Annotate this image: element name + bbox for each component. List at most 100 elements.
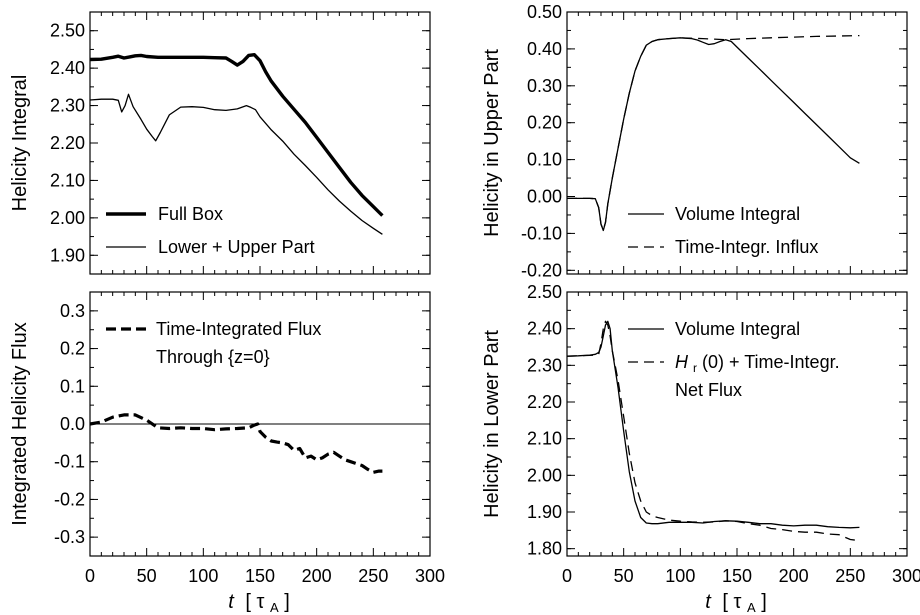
x-tick-label: 200: [302, 566, 332, 586]
x-axis-sub: A: [747, 600, 756, 615]
y-tick-label: 2.40: [50, 58, 85, 78]
panel-helicity-integral: 1.90 2.00 2.10 2.20 2.30 2.40 2.50 Helicity In…: [9, 11, 431, 275]
ticks-group: [566, 11, 908, 274]
legend-label-full-box: Full Box: [158, 204, 223, 224]
x-tick-labels: 0 50 100 150 200 250 300: [85, 566, 445, 586]
legend: Volume Integral Time-Integr. Influx: [628, 204, 818, 257]
series-line-lower-upper-part: [89, 93, 383, 235]
y-tick-label: 0.30: [527, 76, 562, 96]
y-tick-label: 1.90: [50, 245, 85, 265]
x-tick-label: 250: [835, 566, 865, 586]
series-line-volume-integral: [567, 37, 860, 232]
plot-frame: [89, 11, 431, 275]
legend-label-flux-line2: Through {z=0}: [156, 347, 270, 367]
x-tick-label: 300: [892, 566, 920, 586]
y-tick-labels: -0.3 -0.2 -0.1 0.0 0.1 0.2 0.3: [54, 301, 85, 547]
x-axis-tau: τ: [256, 591, 264, 613]
legend-label-volume-integral: Volume Integral: [675, 319, 800, 339]
x-axis-var: t: [705, 591, 712, 613]
y-tick-label: -0.2: [54, 489, 85, 509]
y-tick-labels: 1.90 2.00 2.10 2.20 2.30 2.40 2.50: [50, 21, 85, 266]
legend: Volume Integral H r (0) + Time-Integr. N…: [628, 319, 840, 400]
x-tick-label: 300: [415, 566, 445, 586]
x-tick-labels: 0 50 100 150 200 250 300: [562, 566, 920, 586]
series-lines: [89, 53, 384, 235]
series-lines: [566, 320, 860, 542]
legend-label-lower-upper: Lower + Upper Part: [158, 237, 315, 257]
y-tick-label: 1.90: [527, 502, 562, 522]
y-tick-labels: 1.80 1.90 2.00 2.10 2.20 2.30 2.40 2.50: [527, 282, 562, 559]
legend-h-subscript: r: [693, 361, 697, 375]
legend: Time-Integrated Flux Through {z=0}: [106, 319, 321, 367]
y-tick-label: 2.20: [527, 392, 562, 412]
y-tick-label: -0.20: [521, 260, 562, 280]
y-tick-label: -0.10: [521, 223, 562, 243]
legend-h-rest: (0) + Time-Integr.: [702, 352, 840, 372]
y-axis-label: Integrated Helicity Flux: [9, 322, 31, 525]
series-line-hr-0-time-integr-net-flux: [566, 320, 860, 542]
y-tick-label: 2.40: [527, 319, 562, 339]
x-axis-open-bracket: [: [245, 591, 251, 613]
x-axis-tau: τ: [733, 591, 741, 613]
y-tick-label: 2.30: [50, 96, 85, 116]
y-tick-label: 0.1: [60, 376, 85, 396]
y-tick-label: 0.40: [527, 39, 562, 59]
x-axis-close-bracket: ]: [284, 591, 290, 613]
plot-frame: [566, 11, 908, 275]
y-tick-label: -0.3: [54, 527, 85, 547]
panel-helicity-lower: 1.80 1.90 2.00 2.10 2.20 2.30 2.40 2.50 0 50 100 1…: [481, 282, 920, 615]
y-tick-labels: -0.20 -0.10 0.00 0.10 0.20 0.30 0.40 0.50: [521, 2, 562, 280]
ticks-group: [566, 291, 908, 556]
y-tick-label: 0.00: [527, 187, 562, 207]
panel-integrated-flux: -0.3 -0.2 -0.1 0.0 0.1 0.2 0.3 0 50 100 150 200 250…: [9, 291, 445, 615]
series-lines: [567, 34, 860, 232]
y-tick-label: 2.00: [50, 208, 85, 228]
x-axis-var: t: [228, 591, 235, 613]
legend-label-net-flux-line1: H r (0) + Time-Integr.: [675, 352, 840, 376]
panel-helicity-upper: -0.20 -0.10 0.00 0.10 0.20 0.30 0.40 0.50 Helic…: [481, 2, 908, 280]
y-tick-label: 2.10: [50, 170, 85, 190]
x-axis-label: t [ τ A ]: [705, 591, 767, 615]
x-tick-label: 200: [779, 566, 809, 586]
x-tick-label: 100: [188, 566, 218, 586]
y-tick-label: 2.20: [50, 133, 85, 153]
y-tick-label: 0.10: [527, 150, 562, 170]
y-tick-label: 0.3: [60, 301, 85, 321]
series-line-volume-integral: [566, 320, 860, 529]
x-tick-label: 0: [85, 566, 95, 586]
y-tick-label: 0.0: [60, 414, 85, 434]
ticks-group: [89, 291, 431, 557]
y-tick-label: 2.10: [527, 429, 562, 449]
x-tick-label: 50: [614, 566, 634, 586]
legend-h-symbol: H: [675, 352, 689, 372]
legend-label-influx: Time-Integr. Influx: [675, 237, 818, 257]
y-tick-label: 2.50: [527, 282, 562, 302]
legend: Full Box Lower + Upper Part: [106, 204, 315, 257]
x-axis-open-bracket: [: [722, 591, 728, 613]
x-tick-label: 50: [137, 566, 157, 586]
series-lines: [89, 413, 430, 474]
y-tick-label: -0.1: [54, 452, 85, 472]
x-tick-label: 250: [358, 566, 388, 586]
y-axis-label: Helicity in Upper Part: [481, 49, 503, 237]
x-axis-label: t [ τ A ]: [228, 591, 290, 615]
legend-label-volume-integral: Volume Integral: [675, 204, 800, 224]
legend-label-net-flux-line2: Net Flux: [675, 380, 742, 400]
x-tick-label: 150: [245, 566, 275, 586]
x-tick-label: 0: [562, 566, 572, 586]
series-line-time-integrated-flux-through-z-0-: [89, 413, 383, 474]
y-tick-label: 2.50: [50, 21, 85, 41]
legend-label-flux-line1: Time-Integrated Flux: [156, 319, 321, 339]
y-axis-label: Helicity in Lower Part: [481, 330, 503, 518]
x-axis-sub: A: [270, 600, 279, 615]
x-tick-label: 100: [665, 566, 695, 586]
series-line-full-box: [89, 53, 384, 217]
y-tick-label: 0.20: [527, 113, 562, 133]
y-axis-label: Helicity Integral: [9, 75, 31, 212]
y-tick-label: 0.2: [60, 339, 85, 359]
y-tick-label: 1.80: [527, 539, 562, 559]
y-tick-label: 2.30: [527, 355, 562, 375]
series-line-time-integr-influx: [567, 34, 860, 231]
y-tick-label: 0.50: [527, 2, 562, 22]
